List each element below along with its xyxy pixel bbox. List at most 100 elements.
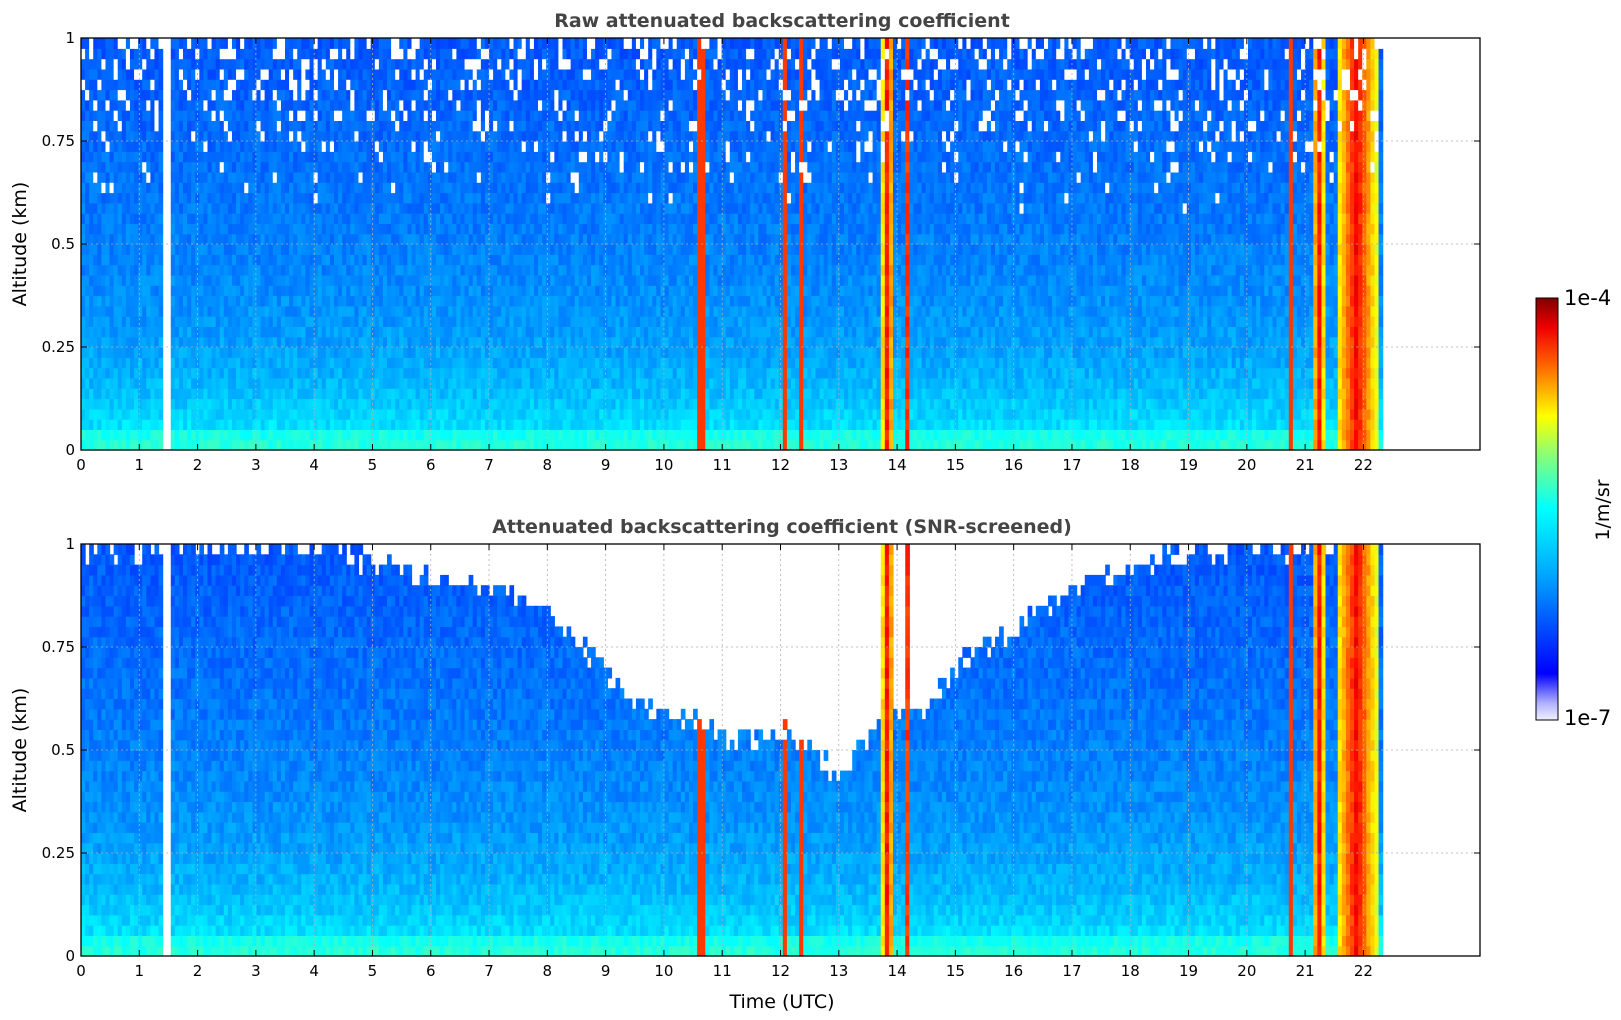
heatmap-cell	[134, 316, 139, 327]
heatmap-cell	[346, 264, 351, 276]
heatmap-cell	[158, 130, 164, 142]
heatmap-cell	[574, 388, 580, 400]
heatmap-cell	[399, 244, 404, 255]
heatmap-cell	[489, 347, 494, 358]
heatmap-cell	[178, 182, 184, 194]
heatmap-cell	[317, 79, 323, 91]
heatmap-cell	[358, 244, 364, 255]
heatmap-cell	[244, 295, 249, 307]
heatmap-cell	[285, 357, 290, 369]
heatmap-cell	[309, 254, 315, 266]
heatmap-cell	[264, 79, 270, 91]
heatmap-cell	[105, 151, 111, 163]
heatmap-cell	[129, 439, 135, 451]
heatmap-cell	[321, 110, 327, 121]
heatmap-cell	[317, 48, 323, 60]
heatmap-cell	[546, 367, 551, 379]
heatmap-cell	[460, 79, 466, 91]
heatmap-cell	[582, 357, 588, 369]
heatmap-cell	[309, 419, 315, 430]
heatmap-cell	[378, 38, 384, 49]
heatmap-cell	[582, 120, 588, 132]
heatmap-cell	[101, 192, 107, 204]
heatmap-cell	[252, 141, 258, 152]
heatmap-cell	[272, 347, 278, 358]
heatmap-cell	[550, 326, 555, 338]
heatmap-cell	[382, 38, 388, 49]
heatmap-cell	[476, 130, 482, 142]
heatmap-cell	[178, 326, 184, 338]
heatmap-cell	[244, 377, 249, 389]
heatmap-cell	[468, 305, 474, 317]
heatmap-cell	[374, 192, 380, 204]
heatmap-cell	[85, 110, 90, 121]
heatmap-cell	[317, 141, 323, 152]
heatmap-cell	[497, 182, 502, 194]
heatmap-cell	[411, 388, 417, 400]
heatmap-cell	[370, 429, 376, 441]
heatmap-cell	[317, 99, 323, 111]
heatmap-cell	[574, 89, 580, 101]
heatmap-cell	[264, 295, 270, 307]
heatmap-cell	[293, 58, 298, 70]
heatmap-cell	[411, 48, 417, 60]
heatmap-cell	[129, 408, 135, 420]
heatmap-cell	[297, 336, 302, 348]
heatmap-cell	[207, 38, 213, 49]
heatmap-cell	[370, 274, 376, 286]
heatmap-cell	[97, 120, 102, 132]
heatmap-cell	[293, 161, 298, 173]
heatmap-cell	[236, 316, 241, 327]
heatmap-cell	[382, 202, 388, 214]
heatmap-cell	[240, 398, 245, 410]
heatmap-cell	[301, 182, 307, 194]
heatmap-cell	[121, 336, 127, 348]
heatmap-cell	[183, 171, 188, 183]
heatmap-cell	[154, 429, 160, 441]
heatmap-cell	[419, 151, 425, 163]
heatmap-cell	[236, 120, 241, 132]
heatmap-cell	[546, 68, 551, 80]
heatmap-cell	[370, 38, 376, 49]
heatmap-cell	[586, 79, 592, 91]
heatmap-cell	[493, 79, 498, 91]
heatmap-cell	[538, 38, 543, 49]
heatmap-cell	[472, 223, 478, 235]
heatmap-cell	[211, 223, 217, 235]
heatmap-cell	[101, 48, 107, 60]
heatmap-cell	[468, 223, 474, 235]
heatmap-cell	[411, 264, 417, 276]
heatmap-cell	[248, 68, 253, 80]
heatmap-cell	[240, 99, 245, 111]
heatmap-cell	[309, 151, 315, 163]
heatmap-cell	[456, 285, 462, 297]
heatmap-cell	[484, 367, 490, 379]
heatmap-cell	[81, 151, 86, 163]
heatmap-cell	[538, 171, 543, 183]
heatmap-cell	[415, 110, 421, 121]
heatmap-cell	[472, 182, 478, 194]
heatmap-cell	[497, 305, 502, 317]
heatmap-cell	[183, 439, 188, 451]
heatmap-cell	[223, 213, 229, 224]
heatmap-cell	[582, 336, 588, 348]
heatmap-cell	[382, 120, 388, 132]
heatmap-cell	[419, 79, 425, 91]
heatmap-cell	[154, 58, 160, 70]
heatmap-cell	[227, 233, 233, 245]
heatmap-cell	[215, 151, 221, 163]
heatmap-cell	[129, 377, 135, 389]
heatmap-cell	[285, 79, 290, 91]
heatmap-cell	[582, 79, 588, 91]
heatmap-cell	[525, 408, 531, 420]
heatmap-cell	[374, 264, 380, 276]
heatmap-cell	[358, 367, 364, 379]
heatmap-cell	[362, 79, 368, 91]
heatmap-cell	[391, 223, 396, 235]
heatmap-cell	[554, 192, 560, 204]
heatmap-cell	[105, 326, 111, 338]
heatmap-cell	[325, 388, 331, 400]
heatmap-cell	[317, 398, 323, 410]
heatmap-cell	[558, 326, 564, 338]
heatmap-cell	[436, 223, 441, 235]
